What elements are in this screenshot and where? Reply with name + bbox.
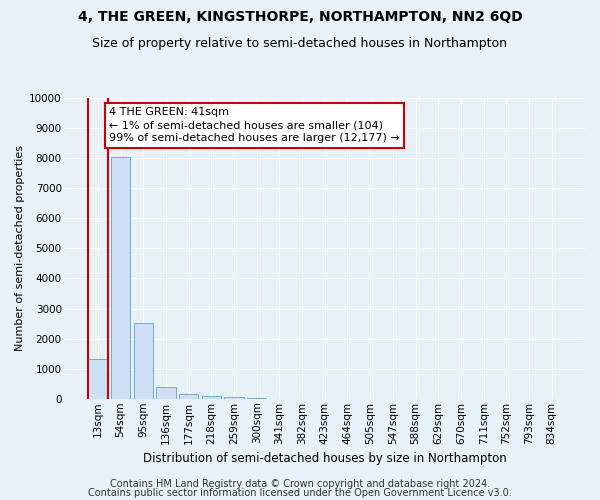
Text: Contains public sector information licensed under the Open Government Licence v3: Contains public sector information licen…	[88, 488, 512, 498]
Y-axis label: Number of semi-detached properties: Number of semi-detached properties	[15, 146, 25, 352]
X-axis label: Distribution of semi-detached houses by size in Northampton: Distribution of semi-detached houses by …	[143, 452, 506, 465]
Text: 4 THE GREEN: 41sqm
← 1% of semi-detached houses are smaller (104)
99% of semi-de: 4 THE GREEN: 41sqm ← 1% of semi-detached…	[109, 107, 400, 144]
Text: 4, THE GREEN, KINGSTHORPE, NORTHAMPTON, NN2 6QD: 4, THE GREEN, KINGSTHORPE, NORTHAMPTON, …	[77, 10, 523, 24]
Bar	[88, 359, 107, 399]
Bar	[202, 396, 221, 399]
Bar	[111, 156, 130, 399]
Text: Contains HM Land Registry data © Crown copyright and database right 2024.: Contains HM Land Registry data © Crown c…	[110, 479, 490, 489]
Bar	[179, 394, 198, 399]
Bar	[247, 398, 266, 399]
Bar	[157, 387, 176, 399]
Bar	[134, 323, 153, 399]
Bar	[224, 398, 244, 399]
Text: Size of property relative to semi-detached houses in Northampton: Size of property relative to semi-detach…	[92, 38, 508, 51]
